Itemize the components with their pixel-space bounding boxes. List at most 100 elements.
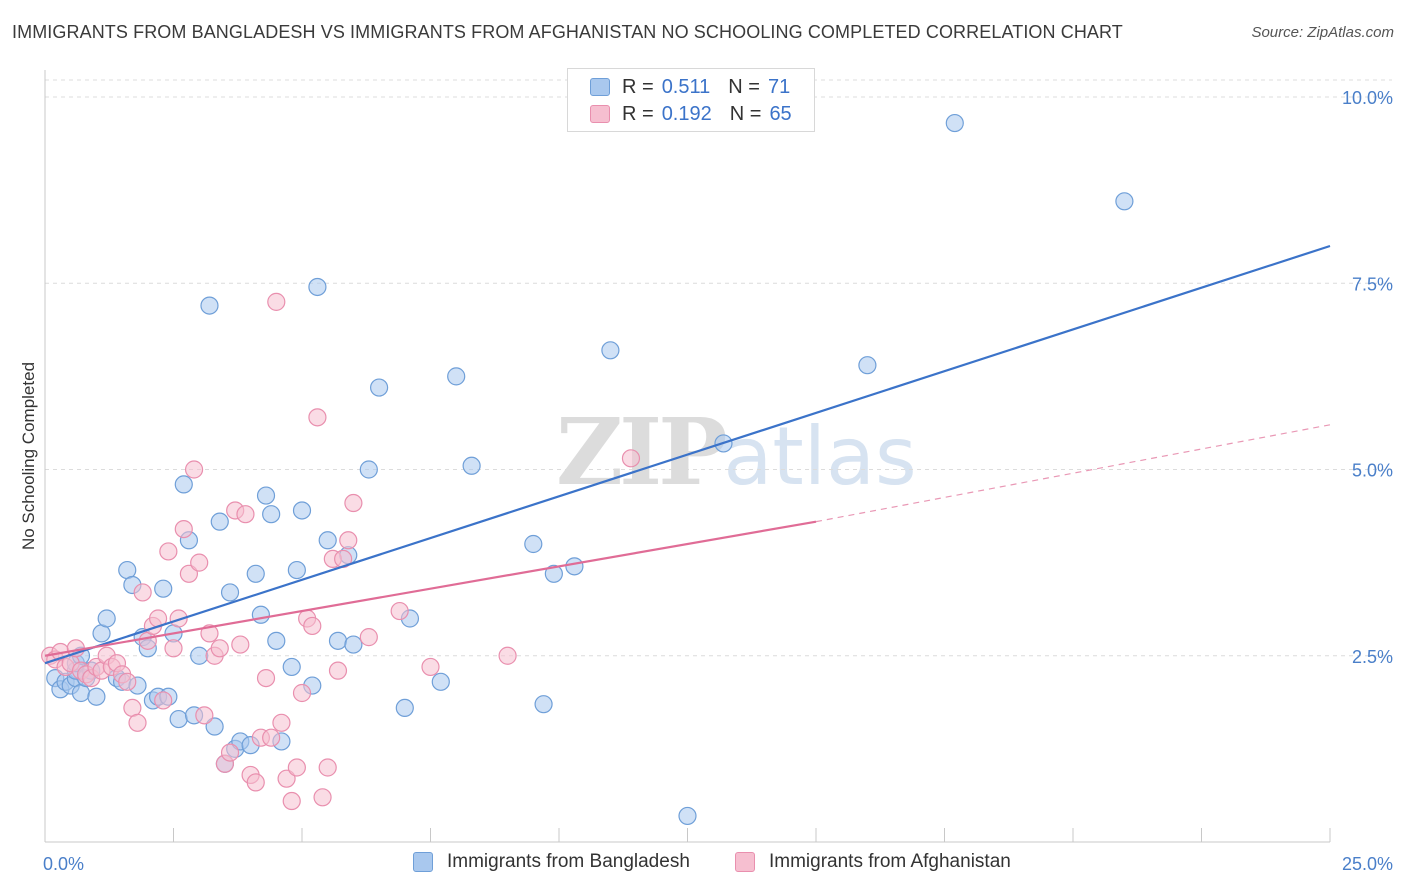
afghanistan-point xyxy=(184,460,204,479)
afghanistan-point xyxy=(169,609,188,628)
legend-r-label: R = xyxy=(622,102,654,125)
correlation-legend: R = 0.511 N = 71 R = 0.192 N = 65 xyxy=(567,68,815,132)
x-tick-label: 0.0% xyxy=(43,854,84,874)
bangladesh-point xyxy=(344,635,363,654)
bangladesh-point xyxy=(97,609,116,628)
bangladesh-point xyxy=(287,560,306,580)
bangladesh-point xyxy=(87,687,106,706)
source-attribution: Source: ZipAtlas.com xyxy=(1251,24,1394,41)
afghanistan-point xyxy=(313,788,332,807)
afghanistan-point xyxy=(154,691,173,710)
y-tick-label: 5.0% xyxy=(1352,461,1393,481)
afghanistan-point xyxy=(159,542,178,561)
bangladesh-point xyxy=(220,583,240,602)
afghanistan-point xyxy=(272,713,291,732)
legend-r-value-afghanistan: 0.192 xyxy=(661,102,712,125)
afghanistan-trend-line xyxy=(44,520,817,657)
bangladesh-point xyxy=(292,501,312,520)
afghanistan-point xyxy=(344,493,363,513)
bangladesh-point xyxy=(370,378,389,397)
legend-n-label: N = xyxy=(728,75,760,98)
afghanistan-point xyxy=(390,601,409,621)
x-tick-label: 25.0% xyxy=(1342,854,1393,874)
bangladesh-point xyxy=(205,717,224,736)
afghanistan-point xyxy=(128,713,147,732)
afghanistan-point xyxy=(328,661,348,680)
afghanistan-point xyxy=(359,628,378,647)
afghanistan-point xyxy=(220,743,240,762)
afghanistan-point xyxy=(164,639,183,658)
bangladesh-point xyxy=(678,806,697,826)
afghanistan-point xyxy=(267,292,286,311)
afghanistan-point xyxy=(236,505,255,524)
bangladesh-point xyxy=(190,646,209,665)
bangladesh-point xyxy=(174,475,193,494)
bottom-legend-label-bangladesh: Immigrants from Bangladesh xyxy=(447,851,690,872)
bottom-legend-afghanistan: Immigrants from Afghanistan xyxy=(735,851,1011,873)
afghanistan-point xyxy=(621,449,641,468)
afghanistan-point xyxy=(308,408,327,427)
bangladesh-point xyxy=(1115,192,1134,211)
bangladesh-point xyxy=(251,605,270,624)
bottom-legend-swatch-afghanistan xyxy=(735,852,755,872)
afghanistan-point xyxy=(190,553,209,572)
legend-r-value-bangladesh: 0.511 xyxy=(661,75,711,98)
afghanistan-point xyxy=(498,646,517,665)
bottom-legend-label-afghanistan: Immigrants from Afghanistan xyxy=(769,851,1011,872)
bangladesh-point xyxy=(858,356,877,375)
y-tick-label: 2.5% xyxy=(1352,647,1393,667)
afghanistan-point xyxy=(256,668,276,688)
legend-n-label: N = xyxy=(729,102,762,125)
bangladesh-point xyxy=(267,631,286,650)
afghanistan-point xyxy=(133,583,152,602)
afghanistan-point xyxy=(118,672,137,691)
y-tick-label: 10.0% xyxy=(1342,88,1393,108)
bangladesh-point xyxy=(328,631,348,650)
bangladesh-point xyxy=(395,698,414,718)
bangladesh-point xyxy=(462,456,481,475)
bangladesh-point xyxy=(308,277,327,297)
afghanistan-point xyxy=(231,635,250,654)
legend-n-value-afghanistan: 65 xyxy=(769,102,792,125)
bangladesh-point xyxy=(524,534,543,554)
bangladesh-point xyxy=(262,505,281,524)
afghanistan-point xyxy=(339,531,358,550)
afghanistan-point xyxy=(277,769,296,788)
bangladesh-point xyxy=(200,296,219,315)
bangladesh-point xyxy=(318,531,337,550)
chart-title: IMMIGRANTS FROM BANGLADESH VS IMMIGRANTS… xyxy=(12,22,1123,42)
afghanistan-point xyxy=(262,728,281,747)
bangladesh-point xyxy=(534,695,553,714)
afghanistan-point xyxy=(303,616,322,636)
bangladesh-point xyxy=(945,113,964,133)
afghanistan-point xyxy=(287,758,306,777)
y-tick-label: 7.5% xyxy=(1352,274,1393,294)
afghanistan-trend-line-extension xyxy=(815,424,1331,523)
legend-swatch-afghanistan xyxy=(590,105,610,123)
bangladesh-point xyxy=(169,709,188,729)
bottom-legend-swatch-bangladesh xyxy=(413,852,433,872)
legend-r-label: R = xyxy=(622,75,654,98)
bangladesh-point xyxy=(447,367,466,386)
bangladesh-point xyxy=(256,486,276,505)
afghanistan-point xyxy=(292,683,312,703)
afghanistan-point xyxy=(421,657,440,677)
bangladesh-point xyxy=(431,672,450,691)
bangladesh-point xyxy=(210,512,229,531)
afghanistan-point xyxy=(210,639,229,658)
y-axis-label: No Schooling Completed xyxy=(19,362,38,550)
legend-swatch-bangladesh xyxy=(590,78,610,96)
bangladesh-point xyxy=(565,557,584,576)
afghanistan-point xyxy=(246,773,265,792)
afghanistan-point xyxy=(174,519,193,539)
bangladesh-point xyxy=(154,579,173,598)
watermark-atlas: atlas xyxy=(723,410,917,503)
afghanistan-point xyxy=(179,564,199,583)
afghanistan-point xyxy=(318,758,337,777)
legend-n-value-bangladesh: 71 xyxy=(767,75,791,98)
bangladesh-trend-line xyxy=(44,244,1331,665)
bottom-legend-bangladesh: Immigrants from Bangladesh xyxy=(413,851,690,873)
bangladesh-point xyxy=(359,460,378,479)
bangladesh-point xyxy=(282,657,301,677)
